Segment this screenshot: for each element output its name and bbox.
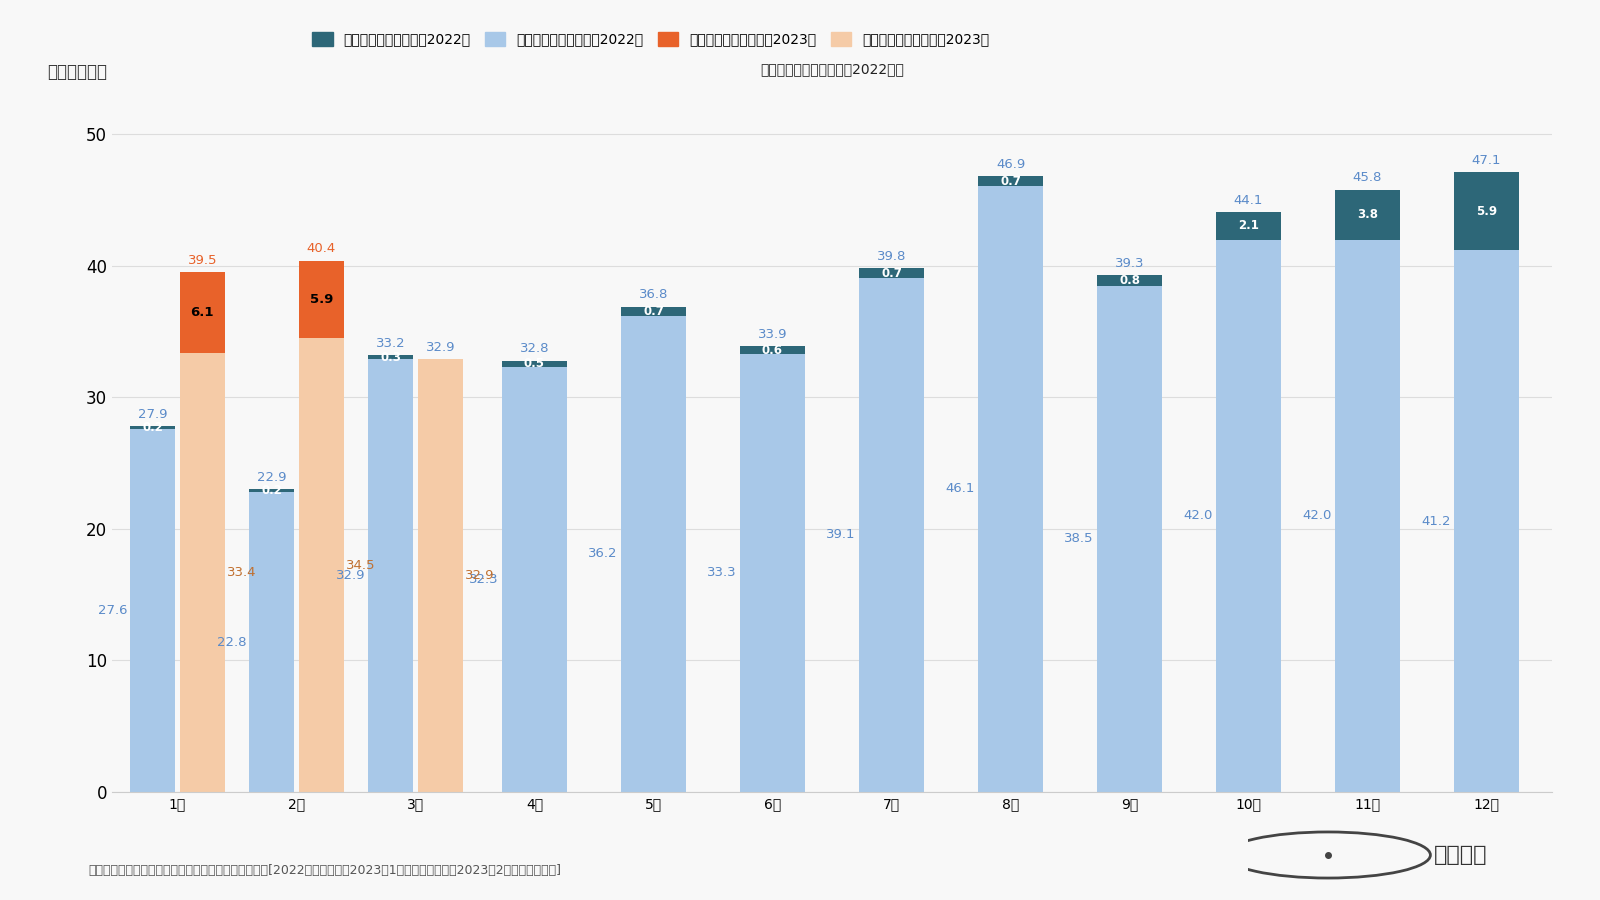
Text: 38.5: 38.5 — [1064, 532, 1093, 545]
Text: 27.9: 27.9 — [138, 408, 168, 421]
Bar — [130, 429, 174, 792]
Text: 5.9: 5.9 — [310, 292, 333, 306]
Text: 0.6: 0.6 — [762, 344, 782, 356]
Text: 出典：観光庁「宿泊旅行統計調査」より訪日ラボ作成[2022年は確定値、2023年1月は二次速報値、2023年2月は一次速報値]: 出典：観光庁「宿泊旅行統計調査」より訪日ラボ作成[2022年は確定値、2023年… — [88, 865, 562, 878]
Bar — [368, 359, 413, 792]
Text: 46.1: 46.1 — [946, 482, 974, 495]
Text: 22.9: 22.9 — [258, 472, 286, 484]
Bar — [179, 273, 226, 353]
Bar — [1216, 212, 1282, 239]
Text: 訪日ラボ: 訪日ラボ — [1434, 845, 1486, 865]
Bar — [978, 176, 1043, 185]
Text: 32.8: 32.8 — [520, 342, 549, 356]
Bar — [179, 353, 226, 792]
Bar — [859, 268, 925, 278]
Bar — [418, 359, 462, 792]
Bar — [978, 185, 1043, 792]
Text: 0.2: 0.2 — [142, 421, 163, 434]
Text: 41.2: 41.2 — [1421, 515, 1451, 527]
Bar — [368, 356, 413, 359]
Bar — [299, 338, 344, 792]
Text: 33.2: 33.2 — [376, 337, 405, 350]
Bar — [1096, 275, 1162, 285]
Bar — [1454, 173, 1520, 250]
Text: 32.9: 32.9 — [336, 569, 366, 582]
Text: 3.8: 3.8 — [1357, 208, 1378, 221]
Bar — [299, 261, 344, 338]
Text: 47.1: 47.1 — [1472, 154, 1501, 167]
Text: 39.3: 39.3 — [1115, 256, 1144, 270]
Text: 22.8: 22.8 — [218, 635, 246, 649]
Text: 40.4: 40.4 — [307, 242, 336, 256]
Bar — [1096, 285, 1162, 792]
Text: 0.7: 0.7 — [643, 305, 664, 318]
Text: 42.0: 42.0 — [1302, 509, 1331, 522]
Text: 2.1: 2.1 — [1238, 220, 1259, 232]
Legend: 外国人延べ宿泊者数（2022）, 日本人延べ宿泊者数（2022）, 外国人延べ宿泊者数（2023）, 日本人延べ宿泊者数（2023）: 外国人延べ宿泊者数（2022）, 日本人延べ宿泊者数（2022）, 外国人延べ宿… — [306, 26, 995, 52]
Text: 44.1: 44.1 — [1234, 194, 1264, 207]
Bar — [621, 316, 686, 792]
Bar — [130, 427, 174, 429]
Text: 39.1: 39.1 — [826, 528, 856, 541]
Bar — [1216, 239, 1282, 792]
Text: 45.8: 45.8 — [1354, 171, 1382, 184]
Text: 0.3: 0.3 — [381, 351, 402, 364]
Text: 5.9: 5.9 — [1475, 205, 1498, 218]
Text: 39.8: 39.8 — [877, 250, 906, 263]
Text: 27.6: 27.6 — [98, 604, 128, 617]
Text: 34.5: 34.5 — [346, 559, 376, 572]
Bar — [621, 307, 686, 316]
Title: 延べ宿泊者数の推移（対2022年）: 延べ宿泊者数の推移（対2022年） — [760, 62, 904, 77]
Text: 33.4: 33.4 — [227, 566, 256, 579]
Text: 36.2: 36.2 — [587, 547, 618, 561]
Bar — [1334, 239, 1400, 792]
Bar — [502, 361, 568, 367]
Bar — [1454, 250, 1520, 792]
Text: （百万人泊）: （百万人泊） — [48, 63, 107, 81]
Text: 32.9: 32.9 — [466, 569, 494, 582]
Bar — [250, 492, 294, 792]
Text: 46.9: 46.9 — [995, 158, 1026, 171]
Text: 0.5: 0.5 — [523, 357, 546, 370]
Text: 36.8: 36.8 — [638, 288, 669, 302]
Text: 42.0: 42.0 — [1182, 509, 1213, 522]
Text: 39.5: 39.5 — [187, 254, 218, 267]
Text: 0.8: 0.8 — [1118, 274, 1141, 287]
Bar — [739, 354, 805, 792]
Bar — [1334, 190, 1400, 239]
Bar — [250, 490, 294, 492]
Bar — [739, 346, 805, 354]
Bar — [502, 367, 568, 792]
Text: 33.9: 33.9 — [758, 328, 787, 341]
Text: 0.2: 0.2 — [261, 484, 282, 498]
Text: 0.7: 0.7 — [882, 266, 902, 280]
Text: 33.3: 33.3 — [707, 566, 736, 580]
Bar — [859, 278, 925, 792]
Text: 6.1: 6.1 — [190, 306, 214, 319]
Text: 32.9: 32.9 — [426, 341, 454, 354]
Text: 0.7: 0.7 — [1000, 175, 1021, 187]
Text: 32.3: 32.3 — [469, 573, 499, 586]
